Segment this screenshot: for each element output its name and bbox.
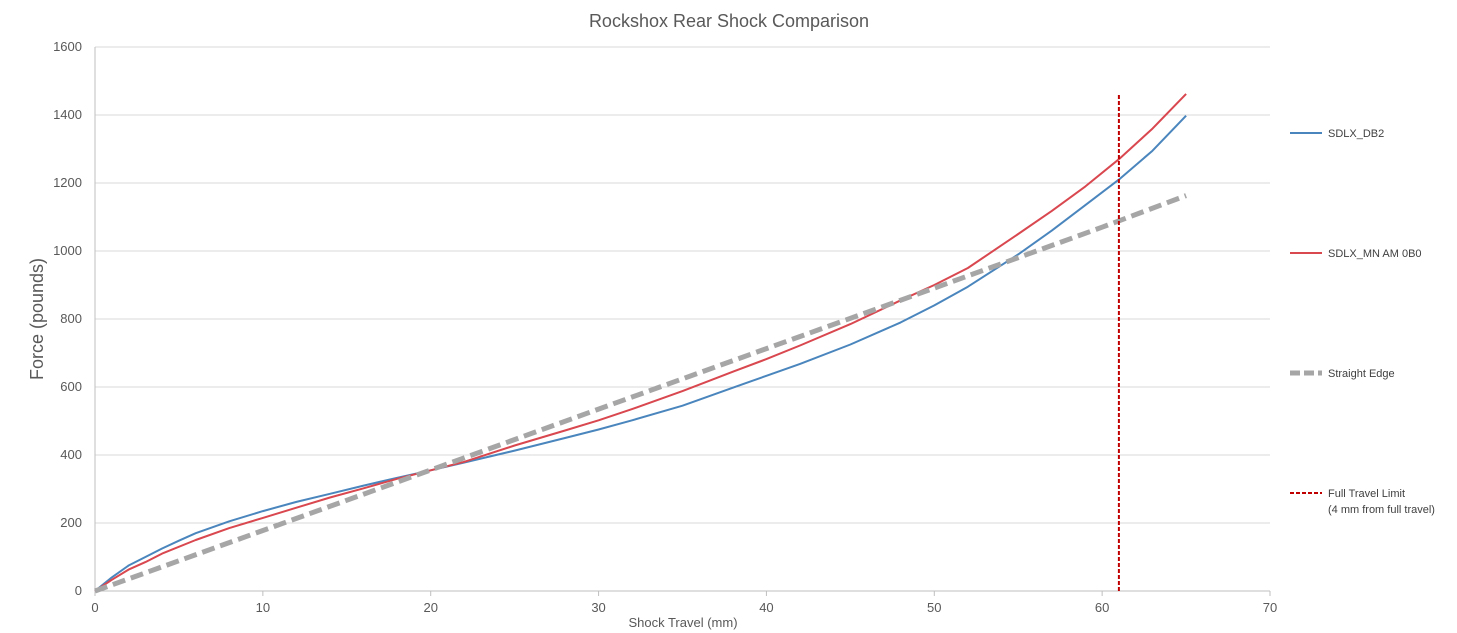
y-tick-label: 1600 [53, 39, 82, 54]
legend-item: SDLX_MN AM 0B0 [1290, 248, 1422, 260]
x-tick-label: 40 [759, 600, 773, 615]
legend-item: Full Travel Limit (4 mm from full travel) [1290, 488, 1435, 516]
x-tick-label: 30 [591, 600, 605, 615]
x-tick-label: 60 [1095, 600, 1109, 615]
x-tick-label: 0 [91, 600, 98, 615]
chart-title: Rockshox Rear Shock Comparison [589, 11, 869, 31]
y-tick-label: 400 [60, 447, 82, 462]
legend-label-line2: (4 mm from full travel) [1328, 504, 1435, 516]
y-tick-label: 1400 [53, 107, 82, 122]
x-tick-label: 20 [423, 600, 437, 615]
series-line-straight-edge [94, 193, 1187, 594]
y-axis-label: Force (pounds) [27, 258, 47, 380]
legend-item: SDLX_DB2 [1290, 128, 1384, 140]
y-tick-label: 1000 [53, 243, 82, 258]
x-tick-label: 10 [256, 600, 270, 615]
y-tick-label: 0 [75, 583, 82, 598]
y-tick-label: 800 [60, 311, 82, 326]
grid-layer [95, 46, 1270, 524]
legend-label: Straight Edge [1328, 368, 1395, 380]
series-layer [94, 93, 1187, 594]
legend: SDLX_DB2 SDLX_MN AM 0B0 Straight Edge Full … [1290, 128, 1435, 516]
y-tick-label: 1200 [53, 175, 82, 190]
y-tick-label: 600 [60, 379, 82, 394]
x-tick-label: 70 [1263, 600, 1277, 615]
axis-layer: 0 200 400 600 800 1000 1200 1400 1600 0 10 20 30 40 50… [53, 39, 1277, 615]
legend-label: Full Travel Limit [1328, 488, 1405, 500]
x-axis-label: Shock Travel (mm) [628, 615, 737, 630]
y-tick-label: 200 [60, 515, 82, 530]
legend-label: SDLX_DB2 [1328, 128, 1384, 140]
legend-label: SDLX_MN AM 0B0 [1328, 248, 1422, 260]
series-line-sdlx-db2 [94, 115, 1187, 592]
legend-item: Straight Edge [1290, 368, 1395, 380]
series-line-sdlx-mn-am-0b0 [94, 93, 1187, 592]
x-tick-label: 50 [927, 600, 941, 615]
